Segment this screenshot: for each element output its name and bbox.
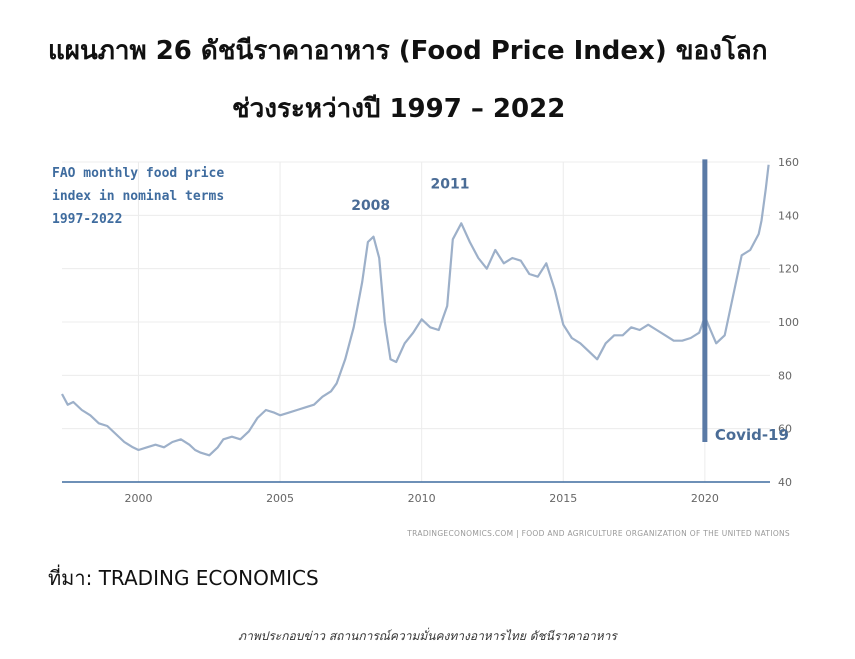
chart-title-line1: แผนภาพ 26 ดัชนีราคาอาหาร (Food Price Ind… [48,36,768,66]
x-tick-label: 2015 [549,492,577,505]
chart-title-line2: ช่วงระหว่างปี 1997 – 2022 [232,94,566,124]
y-tick-label: 100 [778,316,799,329]
y-tick-label: 140 [778,209,799,222]
x-tick-label: 2000 [124,492,152,505]
y-tick-label: 60 [778,423,792,436]
y-tick-label: 40 [778,476,792,489]
chart-credit: TRADINGECONOMICS.COM | FOOD AND AGRICULT… [406,529,790,538]
legend-line-3: 1997-2022 [52,212,122,227]
legend-line-2: index in nominal terms [52,189,224,204]
legend-line-1: FAO monthly food price [52,166,224,181]
covid-label: Covid-19 [715,426,789,444]
annotation-2008: 2008 [351,198,390,214]
image-caption: ภาพประกอบข่าว สถานการณ์ความมั่นคงทางอาหา… [238,629,617,643]
x-tick-labels: 2000 2005 2010 2015 2020 [124,492,718,505]
food-price-index-line [61,164,770,457]
y-tick-label: 160 [778,156,799,169]
y-tick-label: 80 [778,369,792,382]
annotation-2011: 2011 [430,177,469,193]
y-tick-labels: 40 60 80 100 120 140 160 [778,156,799,489]
y-tick-label: 120 [778,263,799,276]
x-tick-label: 2005 [266,492,294,505]
grid-lines [62,161,770,482]
x-tick-label: 2020 [691,492,719,505]
x-tick-label: 2010 [408,492,436,505]
source-label: ที่มา: TRADING ECONOMICS [48,566,319,590]
